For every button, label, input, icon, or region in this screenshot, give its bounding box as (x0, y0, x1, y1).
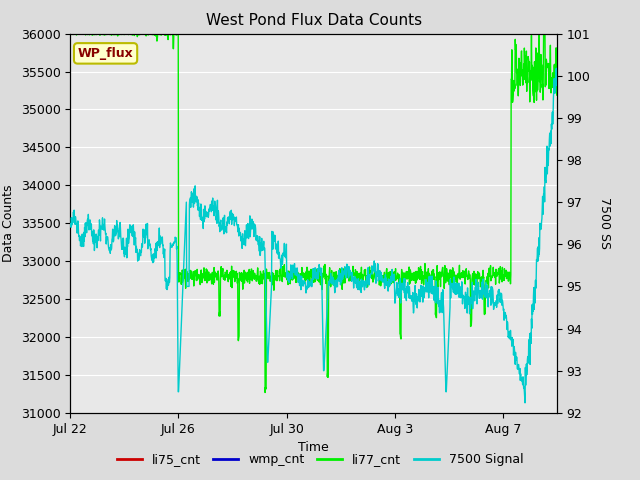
7500 Signal (553, 65, 561, 71)
wmp_cnt (175, 31, 182, 36)
li77_cnt (163, 30, 171, 36)
Text: WP_flux: WP_flux (77, 47, 134, 60)
7500 Signal (452, 280, 460, 286)
wmp_cnt (553, 31, 561, 36)
7500 Signal (388, 275, 396, 281)
li75_cnt (453, 31, 461, 36)
Legend: li75_cnt, wmp_cnt, li77_cnt, 7500 Signal: li75_cnt, wmp_cnt, li77_cnt, 7500 Signal (112, 448, 528, 471)
li77_cnt (67, 32, 74, 38)
wmp_cnt (452, 31, 460, 36)
wmp_cnt (388, 31, 396, 36)
wmp_cnt (229, 31, 237, 36)
li77_cnt (261, 390, 269, 396)
li75_cnt (496, 31, 504, 36)
li75_cnt (230, 31, 237, 37)
li77_cnt (175, 279, 183, 285)
li75_cnt (175, 31, 183, 37)
7500 Signal (163, 276, 171, 282)
li77_cnt (230, 274, 237, 280)
Y-axis label: Data Counts: Data Counts (3, 184, 15, 262)
7500 Signal (229, 217, 237, 223)
li75_cnt (314, 30, 321, 36)
li75_cnt (553, 31, 561, 37)
li75_cnt (67, 31, 74, 37)
Line: li75_cnt: li75_cnt (70, 33, 557, 34)
li75_cnt (389, 31, 397, 37)
li77_cnt (553, 92, 561, 98)
Y-axis label: 7500 SS: 7500 SS (598, 197, 611, 249)
li75_cnt (163, 31, 171, 37)
Line: li77_cnt: li77_cnt (70, 32, 557, 393)
7500 Signal (175, 389, 182, 395)
li75_cnt (132, 31, 140, 37)
wmp_cnt (163, 31, 171, 36)
7500 Signal (67, 221, 74, 227)
li77_cnt (140, 29, 148, 35)
Line: 7500 Signal: 7500 Signal (70, 68, 557, 403)
li77_cnt (389, 280, 397, 286)
Title: West Pond Flux Data Counts: West Pond Flux Data Counts (205, 13, 422, 28)
7500 Signal (521, 400, 529, 406)
7500 Signal (495, 287, 503, 292)
wmp_cnt (67, 31, 74, 36)
li77_cnt (453, 273, 461, 278)
li77_cnt (496, 276, 504, 282)
wmp_cnt (495, 31, 503, 36)
X-axis label: Time: Time (298, 441, 329, 454)
